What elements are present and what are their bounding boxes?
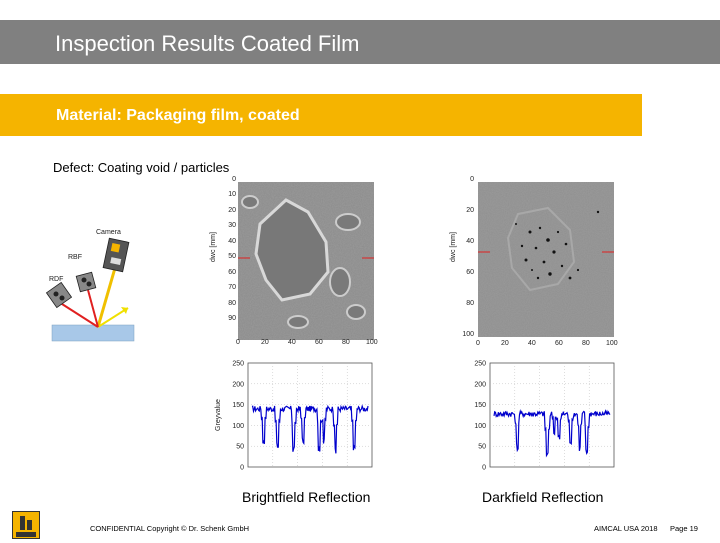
rdf-ray [61, 303, 99, 328]
tick: 10 [228, 191, 236, 198]
tick: 20 [261, 339, 269, 346]
y-tick-label: 250 [474, 361, 486, 368]
tick: 100 [462, 331, 474, 338]
tick: 90 [228, 315, 236, 322]
right-image-y-ticks: 0 20 40 60 80 100 [460, 176, 474, 346]
tick: 60 [228, 269, 236, 276]
reflected-ray [97, 307, 129, 328]
tick: 0 [236, 339, 240, 346]
rdf-light-icon [45, 281, 73, 309]
y-axis-label: Greyvalue [215, 399, 222, 431]
rbf-label: RBF [68, 254, 82, 261]
right-image-x-ticks: 0 20 40 60 80 100 [472, 340, 622, 350]
coating-void [254, 198, 330, 302]
y-tick-label: 0 [240, 465, 244, 472]
tick: 60 [466, 269, 474, 276]
coating-void-outline [506, 206, 576, 292]
y-tick-label: 0 [482, 465, 486, 472]
tick: 40 [466, 238, 474, 245]
brightfield-image [238, 182, 374, 340]
tick: 80 [228, 300, 236, 307]
darkfield-image [478, 182, 614, 337]
optical-setup-diagram [45, 237, 135, 342]
footer-page: Page 19 [670, 524, 698, 533]
subtitle-bar [0, 94, 642, 136]
tick: 40 [288, 339, 296, 346]
rbf-light-icon [75, 271, 97, 293]
tick: 40 [528, 340, 536, 347]
tick: 80 [342, 339, 350, 346]
brightfield-profile-chart: 0 50 100 150 200 250 Greyvalue [215, 361, 373, 472]
left-image-y-label: dwc [mm] [210, 232, 217, 262]
tick: 100 [606, 340, 618, 347]
tick: 20 [466, 207, 474, 214]
y-tick-label: 200 [474, 381, 486, 388]
right-image-y-label: dwc [mm] [450, 232, 457, 262]
particles [515, 210, 600, 280]
slide-title: Inspection Results Coated Film [55, 31, 360, 56]
rbf-ray [87, 289, 99, 328]
tick: 100 [366, 339, 378, 346]
footer-confidential: CONFIDENTIAL Copyright © Dr. Schenk GmbH [90, 524, 250, 533]
series-line [251, 404, 369, 454]
tick: 40 [228, 238, 236, 245]
left-image-y-ticks: 0 10 20 30 40 50 60 70 80 90 [222, 176, 236, 346]
tick: 0 [476, 340, 480, 347]
y-tick-label: 100 [232, 423, 244, 430]
tick: 80 [582, 340, 590, 347]
series-line [493, 409, 611, 458]
y-tick-label: 150 [474, 402, 486, 409]
footer-event: AIMCAL USA 2018 [594, 524, 658, 533]
tick: 30 [228, 222, 236, 229]
tick: 60 [315, 339, 323, 346]
tick: 20 [501, 340, 509, 347]
darkfield-caption: Darkfield Reflection [482, 489, 604, 505]
defect-label: Defect: Coating void / particles [53, 160, 230, 175]
y-tick-label: 50 [478, 444, 486, 451]
tick: 80 [466, 300, 474, 307]
film-substrate [51, 324, 135, 342]
left-image-x-ticks: 0 20 40 60 80 100 [232, 339, 382, 349]
camera-ray [96, 267, 117, 328]
rdf-label: RDF [49, 276, 64, 283]
tick: 70 [228, 284, 236, 291]
tick: 0 [470, 176, 474, 183]
y-tick-label: 150 [232, 402, 244, 409]
tick: 0 [232, 176, 236, 183]
y-tick-label: 50 [236, 444, 244, 451]
slide-subtitle: Material: Packaging film, coated [56, 107, 300, 124]
y-tick-label: 200 [232, 381, 244, 388]
camera-icon [102, 237, 130, 273]
brightfield-caption: Brightfield Reflection [242, 489, 371, 505]
tick: 20 [228, 207, 236, 214]
tick: 60 [555, 340, 563, 347]
reflected-arrow [121, 307, 128, 314]
title-bar [0, 20, 720, 64]
tick: 50 [228, 253, 236, 260]
y-tick-label: 250 [232, 361, 244, 368]
camera-label: Camera [96, 229, 121, 236]
company-logo [12, 511, 40, 539]
y-tick-label: 100 [474, 423, 486, 430]
darkfield-profile-chart: 0 50 100 150 200 250 [474, 361, 615, 472]
